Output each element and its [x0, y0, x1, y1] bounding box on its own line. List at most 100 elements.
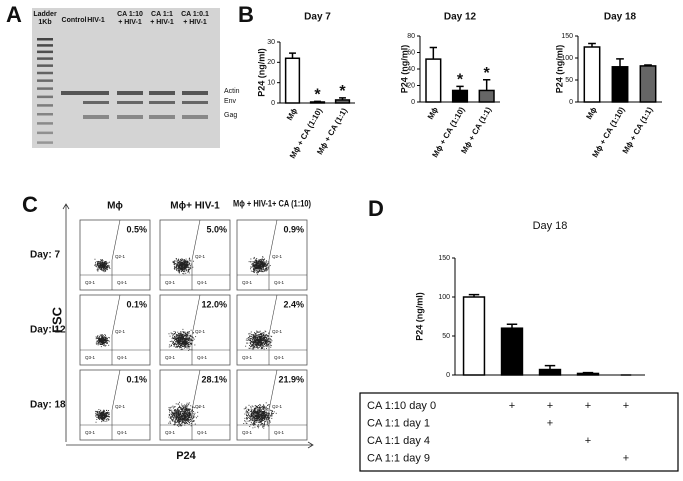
flow-event [259, 260, 260, 261]
flow-event [175, 423, 176, 424]
flow-event [175, 267, 176, 268]
flow-event [192, 412, 193, 413]
y-axis-label: P24 (ng/ml) [256, 48, 266, 97]
flow-event [196, 417, 197, 418]
flow-event [249, 335, 250, 336]
flow-event [187, 343, 188, 344]
flow-event [257, 335, 258, 336]
flow-event [174, 267, 175, 268]
flow-event [256, 416, 257, 417]
flow-event [99, 411, 100, 412]
flow-event [268, 335, 269, 336]
flow-event [246, 411, 247, 412]
flow-event [260, 333, 261, 334]
flow-event [104, 419, 105, 420]
flow-event [103, 412, 104, 413]
flow-event [251, 334, 252, 335]
flow-event [101, 335, 102, 336]
flow-event [181, 271, 182, 272]
flow-event [184, 420, 185, 421]
flow-event [253, 262, 254, 263]
flow-event [95, 266, 96, 267]
percent: 0.5% [126, 224, 147, 234]
flow-event [260, 331, 261, 332]
flow-event [174, 264, 175, 265]
flow-event [101, 342, 102, 343]
flow-event [182, 417, 183, 418]
flow-event [177, 266, 178, 267]
flow-event [254, 265, 255, 266]
flow-event [184, 265, 185, 266]
flow-event [259, 271, 260, 272]
flow-event [185, 406, 186, 407]
flow-event [182, 421, 183, 422]
bar [640, 66, 655, 102]
flow-event [262, 344, 263, 345]
quadrant-label: Q3-1 [242, 430, 253, 435]
flow-event [170, 417, 171, 418]
flow-event [106, 345, 107, 346]
flow-event [254, 411, 255, 412]
flow-event [255, 419, 256, 420]
flow-event [107, 338, 108, 339]
flow-event [185, 342, 186, 343]
chart-title: Day 18 [604, 12, 637, 23]
flow-event [176, 339, 177, 340]
flow-event [183, 411, 184, 412]
flow-event [180, 407, 181, 408]
flow-event [107, 265, 108, 266]
flow-event [246, 343, 247, 344]
flow-event [197, 416, 198, 417]
flow-event [263, 265, 264, 266]
flow-event [260, 336, 261, 337]
flow-event [184, 335, 185, 336]
flow-event [259, 270, 260, 271]
flow-event [98, 263, 99, 264]
flow-event [174, 416, 175, 417]
gel-band [117, 115, 143, 119]
flow-event [184, 340, 185, 341]
flow-event [193, 415, 194, 416]
band-label: Gag [224, 112, 237, 119]
flow-event [258, 417, 259, 418]
flow-event [95, 262, 96, 263]
flow-event [246, 423, 247, 424]
flow-event [249, 418, 250, 419]
flow-event [175, 347, 176, 348]
flow-event [187, 340, 188, 341]
flow-event [177, 341, 178, 342]
flow-event [95, 259, 96, 260]
y-tick-label: 20 [267, 59, 275, 66]
flow-event [184, 346, 185, 347]
panel-label: D [368, 196, 384, 221]
quadrant-label: Q3-1 [85, 355, 96, 360]
flow-event [197, 412, 198, 413]
flow-event [193, 261, 194, 262]
flow-event [108, 419, 109, 420]
flow-event [188, 421, 189, 422]
flow-event [177, 347, 178, 348]
flow-event [174, 346, 175, 347]
flow-event [97, 270, 98, 271]
flow-event [261, 414, 262, 415]
flow-event [100, 341, 101, 342]
flow-event [181, 337, 182, 338]
quadrant-label: Q3-1 [85, 280, 96, 285]
flow-event [263, 425, 264, 426]
flow-event [107, 419, 108, 420]
flow-event [259, 410, 260, 411]
flow-event [261, 337, 262, 338]
flow-event [260, 346, 261, 347]
flow-event [251, 332, 252, 333]
flow-event [252, 412, 253, 413]
flow-event [97, 338, 98, 339]
cell-mark: + [547, 417, 553, 429]
bar [584, 47, 599, 102]
flow-event [100, 411, 101, 412]
percent: 0.1% [126, 374, 147, 384]
flow-event [186, 259, 187, 260]
flow-event [262, 427, 263, 428]
flow-event [106, 269, 107, 270]
flow-event [257, 343, 258, 344]
flow-event [105, 346, 106, 347]
